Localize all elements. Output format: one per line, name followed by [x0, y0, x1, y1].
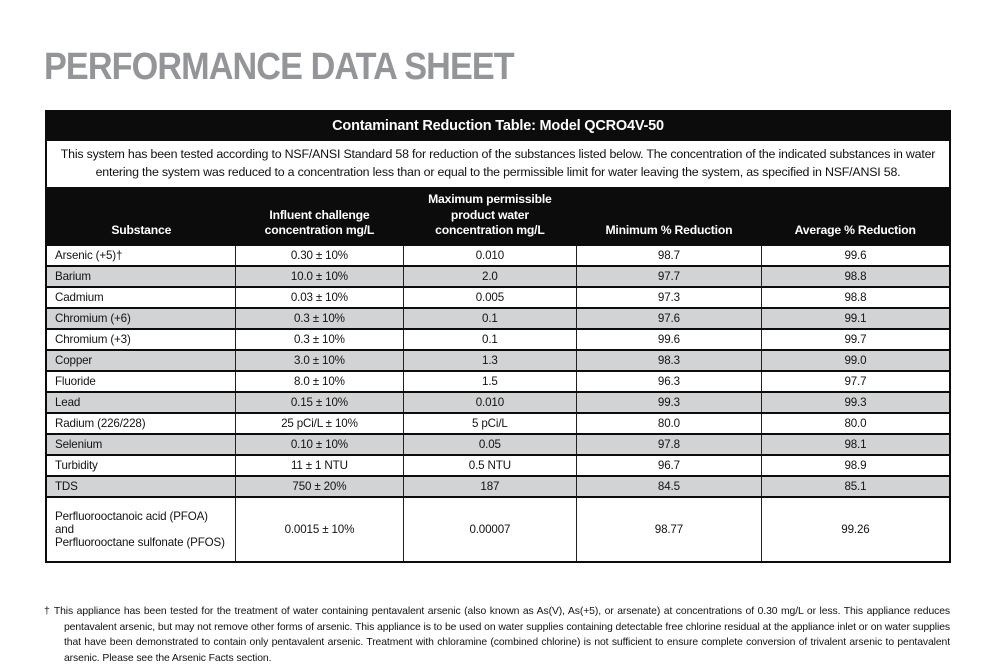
min-reduction-cell: 80.0: [575, 412, 762, 435]
influent-cell: 0.03 ± 10%: [235, 286, 404, 309]
page-title: PERFORMANCE DATA SHEET: [44, 46, 515, 88]
column-header-influent: Influent challenge concentration mg/L: [235, 187, 404, 246]
avg-reduction-cell: 99.26: [760, 496, 949, 562]
table-row: Perfluorooctanoic acid (PFOA) and Perflu…: [47, 496, 949, 562]
max-product-cell: 0.05: [402, 433, 577, 456]
min-reduction-cell: 96.3: [575, 370, 762, 393]
avg-reduction-cell: 99.6: [760, 244, 949, 267]
table-row: Arsenic (+5)† 0.30 ± 10% 0.010 98.7 99.6: [47, 244, 949, 267]
min-reduction-cell: 97.3: [575, 286, 762, 309]
substance-cell: Fluoride: [47, 370, 236, 393]
table-row: TDS 750 ± 20% 187 84.5 85.1: [47, 475, 949, 498]
avg-reduction-cell: 85.1: [760, 475, 949, 498]
min-reduction-cell: 98.77: [575, 496, 762, 562]
influent-cell: 3.0 ± 10%: [235, 349, 404, 372]
avg-reduction-cell: 99.1: [760, 307, 949, 330]
avg-reduction-cell: 99.3: [760, 391, 949, 414]
substance-cell: Copper: [47, 349, 236, 372]
max-product-cell: 1.5: [402, 370, 577, 393]
table-row: Cadmium 0.03 ± 10% 0.005 97.3 98.8: [47, 286, 949, 309]
min-reduction-cell: 99.6: [575, 328, 762, 351]
min-reduction-cell: 97.8: [575, 433, 762, 456]
influent-cell: 0.3 ± 10%: [235, 328, 404, 351]
column-header-avg-reduction: Average % Reduction: [761, 187, 949, 246]
substance-cell: Turbidity: [47, 454, 236, 477]
avg-reduction-cell: 99.0: [760, 349, 949, 372]
influent-cell: 8.0 ± 10%: [235, 370, 404, 393]
avg-reduction-cell: 98.1: [760, 433, 949, 456]
influent-cell: 11 ± 1 NTU: [235, 454, 404, 477]
contaminant-table: Substance Influent challenge concentrati…: [47, 187, 949, 562]
min-reduction-cell: 84.5: [575, 475, 762, 498]
influent-cell: 0.30 ± 10%: [235, 244, 404, 267]
max-product-cell: 0.1: [402, 328, 577, 351]
table-row: Barium 10.0 ± 10% 2.0 97.7 98.8: [47, 265, 949, 288]
substance-cell: Arsenic (+5)†: [47, 244, 236, 267]
min-reduction-cell: 98.3: [575, 349, 762, 372]
table-row: Radium (226/228) 25 pCi/L ± 10% 5 pCi/L …: [47, 412, 949, 435]
influent-cell: 0.10 ± 10%: [235, 433, 404, 456]
influent-cell: 0.0015 ± 10%: [235, 496, 404, 562]
max-product-cell: 0.1: [402, 307, 577, 330]
influent-cell: 25 pCi/L ± 10%: [235, 412, 404, 435]
table-row: Lead 0.15 ± 10% 0.010 99.3 99.3: [47, 391, 949, 414]
avg-reduction-cell: 98.8: [760, 286, 949, 309]
table-row: Chromium (+6) 0.3 ± 10% 0.1 97.6 99.1: [47, 307, 949, 330]
substance-cell: Lead: [47, 391, 236, 414]
substance-cell: TDS: [47, 475, 236, 498]
max-product-cell: 0.5 NTU: [402, 454, 577, 477]
substance-cell: Chromium (+6): [47, 307, 236, 330]
max-product-cell: 0.005: [402, 286, 577, 309]
column-header-substance: Substance: [47, 187, 236, 246]
table-row: Fluoride 8.0 ± 10% 1.5 96.3 97.7: [47, 370, 949, 393]
substance-cell: Selenium: [47, 433, 236, 456]
substance-cell: Chromium (+3): [47, 328, 236, 351]
column-header-max-product: Maximum permissible product water concen…: [403, 187, 577, 246]
table-row: Selenium 0.10 ± 10% 0.05 97.8 98.1: [47, 433, 949, 456]
table-header-row: Substance Influent challenge concentrati…: [47, 187, 949, 246]
contaminant-reduction-sheet: Contaminant Reduction Table: Model QCRO4…: [45, 110, 951, 564]
max-product-cell: 0.010: [402, 244, 577, 267]
min-reduction-cell: 97.6: [575, 307, 762, 330]
max-product-cell: 1.3: [402, 349, 577, 372]
avg-reduction-cell: 80.0: [760, 412, 949, 435]
max-product-cell: 187: [402, 475, 577, 498]
substance-cell: Barium: [47, 265, 236, 288]
min-reduction-cell: 98.7: [575, 244, 762, 267]
max-product-cell: 5 pCi/L: [402, 412, 577, 435]
substance-cell: Radium (226/228): [47, 412, 236, 435]
influent-cell: 10.0 ± 10%: [235, 265, 404, 288]
avg-reduction-cell: 98.9: [760, 454, 949, 477]
avg-reduction-cell: 99.7: [760, 328, 949, 351]
avg-reduction-cell: 97.7: [760, 370, 949, 393]
max-product-cell: 2.0: [402, 265, 577, 288]
table-row: Turbidity 11 ± 1 NTU 0.5 NTU 96.7 98.9: [47, 454, 949, 477]
arsenic-footnote: † This appliance has been tested for the…: [44, 606, 950, 664]
min-reduction-cell: 97.7: [575, 265, 762, 288]
table-title-bar: Contaminant Reduction Table: Model QCRO4…: [47, 112, 949, 141]
influent-cell: 0.15 ± 10%: [235, 391, 404, 414]
substance-cell: Perfluorooctanoic acid (PFOA) and Perflu…: [47, 496, 236, 562]
substance-cell: Cadmium: [47, 286, 236, 309]
table-description: This system has been tested according to…: [47, 141, 949, 188]
table-row: Chromium (+3) 0.3 ± 10% 0.1 99.6 99.7: [47, 328, 949, 351]
min-reduction-cell: 99.3: [575, 391, 762, 414]
max-product-cell: 0.010: [402, 391, 577, 414]
min-reduction-cell: 96.7: [575, 454, 762, 477]
max-product-cell: 0.00007: [402, 496, 577, 562]
influent-cell: 0.3 ± 10%: [235, 307, 404, 330]
influent-cell: 750 ± 20%: [235, 475, 404, 498]
table-row: Copper 3.0 ± 10% 1.3 98.3 99.0: [47, 349, 949, 372]
avg-reduction-cell: 98.8: [760, 265, 949, 288]
column-header-min-reduction: Minimum % Reduction: [576, 187, 762, 246]
